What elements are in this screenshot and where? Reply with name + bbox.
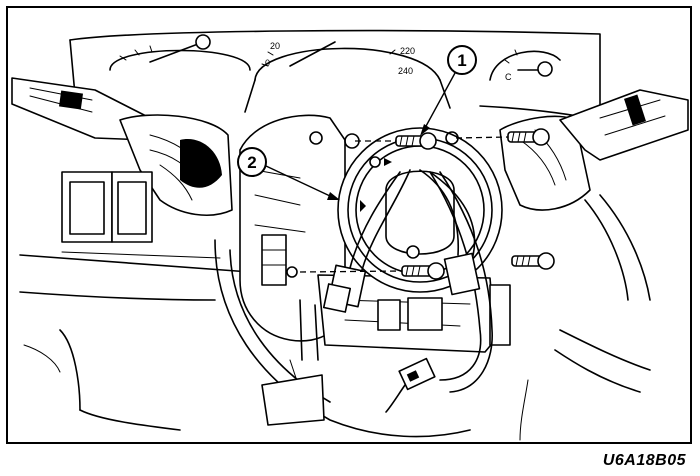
speedometer-needle <box>289 41 336 67</box>
speed-label-20: 20 <box>270 41 280 51</box>
callout-2: 2 <box>237 147 340 200</box>
diagram-border <box>6 6 692 444</box>
clock-spring-hub <box>385 170 455 255</box>
steering-column-shroud <box>239 114 511 426</box>
callout-1-number: 1 <box>457 51 466 70</box>
temperature-gauge-outline <box>489 50 561 81</box>
clock-spring-screws <box>299 128 555 280</box>
right-clock-spring-connector <box>443 252 481 296</box>
speed-label-240: 240 <box>398 66 413 76</box>
clock-spring-lead-1 <box>349 171 401 269</box>
callout-1-leader <box>424 72 456 129</box>
clock-spring-harness <box>429 171 482 381</box>
instrument-cluster: 20 0 220 240 C <box>69 29 601 121</box>
tachometer-needle <box>149 43 199 63</box>
callout-2-circle <box>237 147 267 177</box>
connector-tab <box>261 374 325 426</box>
callout-2-leader <box>265 165 331 197</box>
dashboard-switch-blanks <box>61 171 221 259</box>
clock-spring <box>322 127 503 413</box>
tachometer-outline <box>109 49 251 71</box>
figure-code: U6A18B05 <box>602 452 686 469</box>
speed-label-0: 0 <box>265 58 270 68</box>
speedometer-outline <box>254 47 441 81</box>
callout-1: 1 <box>420 45 477 136</box>
left-combination-switch <box>11 77 233 216</box>
temp-label-c: C <box>505 72 512 82</box>
right-combination-switch <box>499 89 689 211</box>
left-switch-boot <box>119 114 233 216</box>
callout-2-number: 2 <box>247 153 256 172</box>
callout-1-circle <box>447 45 477 75</box>
speed-label-220: 220 <box>400 46 415 56</box>
